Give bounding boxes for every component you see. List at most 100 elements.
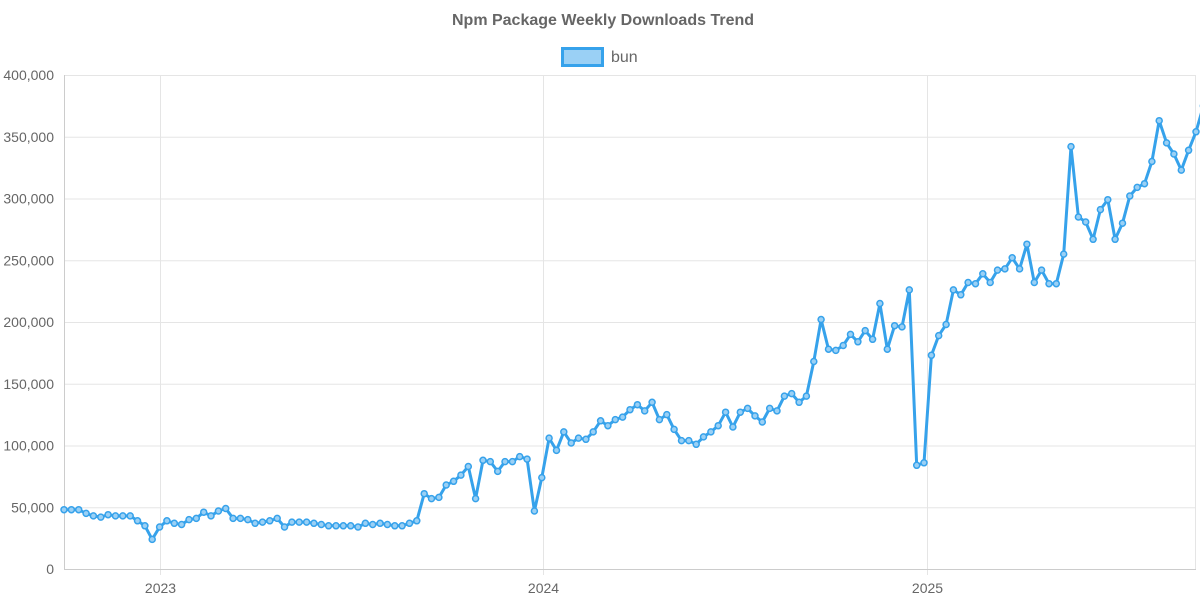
data-point[interactable] xyxy=(964,278,972,287)
data-point[interactable] xyxy=(67,505,76,514)
data-point[interactable] xyxy=(126,512,134,520)
data-point[interactable] xyxy=(60,505,68,514)
data-point[interactable] xyxy=(868,335,877,344)
data-point[interactable] xyxy=(883,345,892,353)
data-point[interactable] xyxy=(934,331,943,340)
data-point[interactable] xyxy=(82,509,90,518)
data-point[interactable] xyxy=(133,517,142,525)
data-point[interactable] xyxy=(119,512,127,520)
data-point[interactable] xyxy=(442,481,450,489)
data-point[interactable] xyxy=(545,434,553,442)
legend[interactable]: bun xyxy=(561,47,638,67)
data-point[interactable] xyxy=(317,520,326,529)
data-point[interactable] xyxy=(677,436,686,445)
data-point[interactable] xyxy=(846,330,855,339)
data-point[interactable] xyxy=(663,410,671,419)
data-point[interactable] xyxy=(655,415,664,424)
data-point[interactable] xyxy=(1089,235,1097,244)
data-point[interactable] xyxy=(258,518,267,526)
data-point[interactable] xyxy=(780,392,789,400)
data-point[interactable] xyxy=(221,504,230,513)
data-point[interactable] xyxy=(111,512,120,520)
data-point[interactable] xyxy=(795,398,803,407)
data-point[interactable] xyxy=(177,520,186,529)
data-point[interactable] xyxy=(832,346,840,355)
data-point[interactable] xyxy=(1023,240,1031,248)
data-point[interactable] xyxy=(949,286,958,294)
data-point[interactable] xyxy=(765,404,774,413)
data-point[interactable] xyxy=(567,439,575,447)
data-point[interactable] xyxy=(501,457,509,466)
data-point[interactable] xyxy=(839,341,847,350)
data-point[interactable] xyxy=(1015,265,1024,273)
data-point[interactable] xyxy=(1133,183,1141,192)
data-point[interactable] xyxy=(1096,205,1105,214)
data-point[interactable] xyxy=(479,456,487,465)
data-point[interactable] xyxy=(236,514,245,523)
data-point[interactable] xyxy=(391,522,399,530)
data-point[interactable] xyxy=(574,434,583,442)
data-point[interactable] xyxy=(302,518,311,526)
data-point[interactable] xyxy=(376,519,384,528)
data-point[interactable] xyxy=(743,404,752,413)
data-point[interactable] xyxy=(699,433,708,441)
data-point[interactable] xyxy=(486,457,495,466)
data-point[interactable] xyxy=(1140,179,1149,188)
data-point[interactable] xyxy=(1081,218,1090,226)
data-point[interactable] xyxy=(560,428,568,436)
data-point[interactable] xyxy=(751,412,759,420)
data-point[interactable] xyxy=(552,446,561,455)
data-point[interactable] xyxy=(692,440,700,449)
data-point[interactable] xyxy=(927,351,936,360)
data-point[interactable] xyxy=(266,517,274,525)
data-point[interactable] xyxy=(192,514,201,523)
data-point[interactable] xyxy=(1104,195,1112,204)
data-point[interactable] xyxy=(1111,235,1119,244)
data-point[interactable] xyxy=(354,523,362,531)
data-point[interactable] xyxy=(405,519,414,528)
data-point[interactable] xyxy=(876,299,884,308)
data-point[interactable] xyxy=(736,408,745,416)
data-point[interactable] xyxy=(1126,192,1134,200)
data-point[interactable] xyxy=(523,455,531,463)
data-point[interactable] xyxy=(729,423,737,431)
data-point[interactable] xyxy=(508,457,517,466)
data-point[interactable] xyxy=(1155,116,1163,125)
data-point[interactable] xyxy=(273,514,281,523)
data-point[interactable] xyxy=(97,513,105,521)
data-point[interactable] xyxy=(758,418,767,426)
data-point[interactable] xyxy=(957,291,965,299)
data-point[interactable] xyxy=(199,508,208,516)
data-point[interactable] xyxy=(648,398,656,407)
data-point[interactable] xyxy=(912,461,921,470)
data-point[interactable] xyxy=(824,345,833,353)
data-point[interactable] xyxy=(1170,150,1178,158)
data-point[interactable] xyxy=(618,413,627,421)
data-point[interactable] xyxy=(1045,279,1053,288)
data-point[interactable] xyxy=(1118,219,1127,227)
data-point[interactable] xyxy=(170,519,179,528)
data-point[interactable] xyxy=(148,535,156,544)
data-point[interactable] xyxy=(214,507,223,515)
data-point[interactable] xyxy=(611,415,620,424)
data-point[interactable] xyxy=(942,320,950,329)
data-point[interactable] xyxy=(670,425,678,434)
data-point[interactable] xyxy=(993,266,1002,274)
data-point[interactable] xyxy=(773,407,781,415)
data-point[interactable] xyxy=(979,270,987,278)
data-point[interactable] xyxy=(971,279,980,288)
data-point[interactable] xyxy=(920,459,928,467)
data-point[interactable] xyxy=(420,489,428,498)
data-point[interactable] xyxy=(626,405,634,414)
data-point[interactable] xyxy=(810,357,818,366)
data-point[interactable] xyxy=(1008,254,1016,262)
data-point[interactable] xyxy=(435,493,443,502)
data-point[interactable] xyxy=(493,467,502,476)
data-point[interactable] xyxy=(640,407,649,415)
data-point[interactable] xyxy=(155,523,164,531)
data-point[interactable] xyxy=(538,473,546,482)
data-point[interactable] xyxy=(1148,157,1156,166)
data-point[interactable] xyxy=(104,510,112,519)
data-point[interactable] xyxy=(295,518,303,526)
data-point[interactable] xyxy=(383,520,392,529)
